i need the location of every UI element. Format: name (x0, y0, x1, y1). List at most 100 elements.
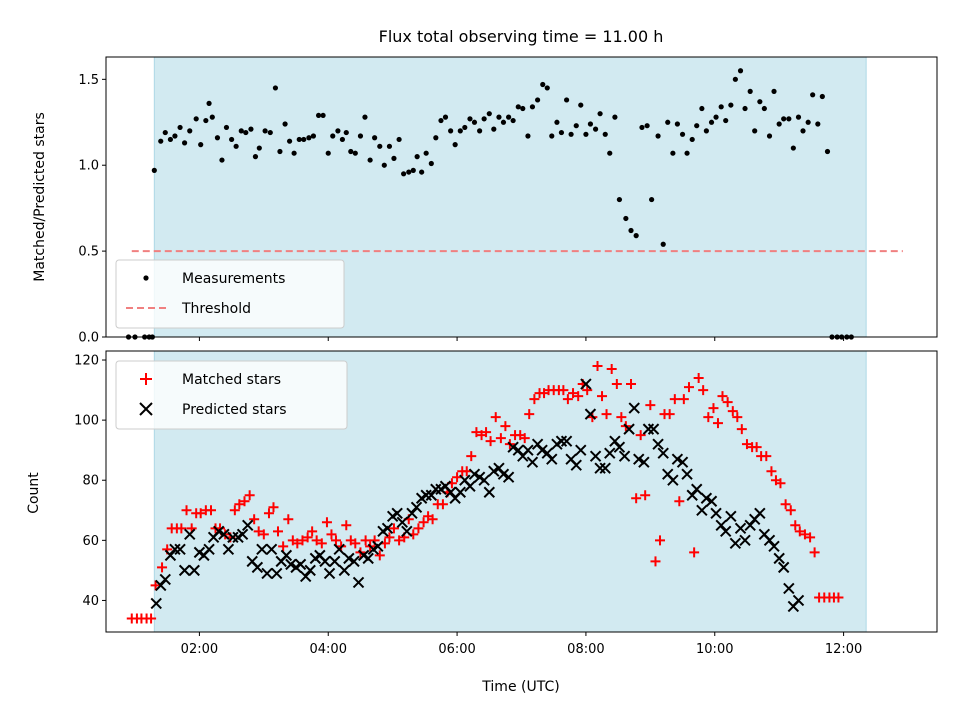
measurements-point (481, 116, 487, 122)
predicted-stars-point (729, 537, 742, 550)
measurements-point (198, 142, 204, 148)
matched-stars-legend-marker (140, 373, 152, 385)
predicted-stars-point (396, 516, 409, 529)
top-legend: Measurements Threshold (115, 259, 345, 329)
matched-stars-point (341, 520, 352, 531)
measurements-point (306, 135, 312, 141)
predicted-stars-point (178, 564, 191, 577)
predicted-stars-point (169, 543, 181, 556)
matched-stars-point (326, 529, 337, 540)
predicted-stars-point (618, 450, 631, 462)
predicted-stars-point (734, 522, 747, 535)
matched-stars-point (418, 517, 429, 528)
matched-stars-point (297, 535, 308, 546)
predicted-stars-point (271, 567, 283, 580)
measurements-point (554, 119, 560, 125)
measurements-point (367, 157, 373, 163)
predicted-stars-point (512, 444, 524, 456)
matched-stars-point (244, 490, 255, 501)
bottom-legend: Matched stars Predicted stars (115, 360, 348, 430)
predicted-stars-point (285, 558, 297, 571)
predicted-stars-point (218, 528, 230, 541)
predicted-stars-point (580, 378, 592, 390)
matched-stars-point (529, 394, 540, 405)
measurements-point (805, 119, 811, 125)
measurements-point (433, 135, 439, 141)
matched-stars-point (799, 529, 810, 540)
matched-stars-point (678, 394, 689, 405)
matched-stars-point (592, 361, 603, 372)
measurements-point (310, 133, 317, 139)
measurements-point (357, 133, 364, 139)
measurements-point (549, 133, 555, 139)
measurements-point (800, 128, 806, 134)
measurements-point (689, 136, 695, 143)
threshold-legend-label: Threshold (181, 301, 251, 317)
matched-stars-point (176, 523, 187, 534)
measurements-point (448, 128, 454, 134)
matched-stars-point (741, 439, 752, 450)
measurements-point (679, 131, 686, 137)
measurements-point (771, 88, 777, 94)
predicted-stars-point (213, 525, 225, 538)
matched-stars-point (703, 412, 714, 423)
bottom-legend-box (115, 360, 348, 430)
measurements-point (573, 123, 579, 129)
matched-stars-point (350, 538, 361, 549)
bottom-y-tick-label: 80 (82, 474, 99, 489)
measurements-point (766, 133, 773, 139)
predicted-stars-point (493, 462, 505, 474)
bottom-y-tick-label: 60 (82, 534, 99, 549)
predicted-stars-point (584, 408, 597, 420)
predicted-stars-point (328, 555, 341, 568)
measurements-point (795, 114, 802, 120)
measurements-point (381, 162, 387, 168)
matched-stars-point (805, 532, 816, 543)
predicted-stars-point (739, 534, 751, 547)
predicted-stars-point (623, 423, 635, 435)
predicted-stars-point (323, 567, 336, 580)
measurements-point (410, 167, 416, 173)
measurements-point (628, 227, 634, 234)
predicted-stars-point (792, 594, 805, 607)
measurements-point (151, 167, 157, 173)
predicted-stars-point (671, 453, 684, 465)
matched-stars-point (330, 535, 341, 546)
measurements-point (219, 157, 225, 163)
predicted-stars-point (174, 543, 186, 556)
measurements-point (728, 102, 734, 108)
measurements-point (206, 100, 212, 106)
matched-stars-point (384, 532, 395, 543)
predicted-stars-point (222, 543, 235, 556)
predicted-stars-point (164, 549, 177, 562)
predicted-stars-point (150, 597, 162, 610)
top-legend-box (115, 259, 345, 329)
predicted-stars-point (700, 492, 713, 504)
measurements-point (544, 85, 550, 91)
predicted-stars-point (502, 471, 515, 483)
measurements-point (776, 121, 782, 127)
measurements-point (786, 116, 792, 122)
measurements-point (747, 88, 753, 94)
measurements-point (742, 105, 748, 112)
predicted-stars-point (265, 543, 278, 556)
matched-stars-point (780, 499, 791, 510)
x-tick-label: 06:00 (438, 642, 475, 657)
matched-stars-point (631, 493, 642, 504)
measurements-point (684, 150, 690, 156)
matched-stars-point (597, 391, 608, 402)
predicted-stars-point (676, 456, 689, 468)
matched-stars-point (485, 436, 496, 447)
measurements-point (243, 129, 249, 136)
measurements-point (193, 116, 199, 122)
predicted-stars-point (555, 435, 568, 447)
measurements-point (282, 121, 288, 127)
predicted-stars-point (541, 447, 553, 459)
predicted-stars-point (338, 564, 351, 577)
matched-stars-point (253, 526, 264, 537)
measurements-point (296, 136, 302, 143)
measurements-point (162, 129, 168, 136)
predicted-stars-point (410, 501, 423, 513)
predicted-stars-point (444, 486, 457, 498)
